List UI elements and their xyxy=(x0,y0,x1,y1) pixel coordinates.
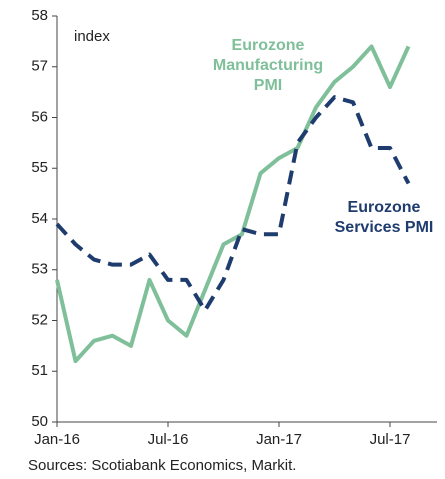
x-tick-label: Jul-16 xyxy=(148,431,189,448)
series-line xyxy=(55,44,411,364)
y-tick-label: 58 xyxy=(31,7,48,24)
y-tick-label: 57 xyxy=(31,58,48,75)
series-label: Services PMI xyxy=(335,219,434,236)
series-line xyxy=(55,95,411,313)
x-tick-label: Jan-16 xyxy=(34,431,80,448)
x-tick-label: Jan-17 xyxy=(256,431,302,448)
x-tick-label: Jul-17 xyxy=(370,431,411,448)
y-tick-label: 54 xyxy=(31,210,48,227)
y-tick-label: 50 xyxy=(31,413,48,430)
series-label: PMI xyxy=(254,77,282,94)
series-label: Eurozone xyxy=(232,37,305,54)
y-tick-label: 53 xyxy=(31,261,48,278)
y-unit-label: index xyxy=(74,28,110,45)
series-label: Manufacturing xyxy=(213,57,323,74)
y-tick-label: 56 xyxy=(31,108,48,125)
y-tick-label: 51 xyxy=(31,362,48,379)
y-tick-label: 52 xyxy=(31,311,48,328)
source-note: Sources: Scotiabank Economics, Markit. xyxy=(28,457,296,474)
y-tick-label: 55 xyxy=(31,159,48,176)
series-label: Eurozone xyxy=(348,199,421,216)
